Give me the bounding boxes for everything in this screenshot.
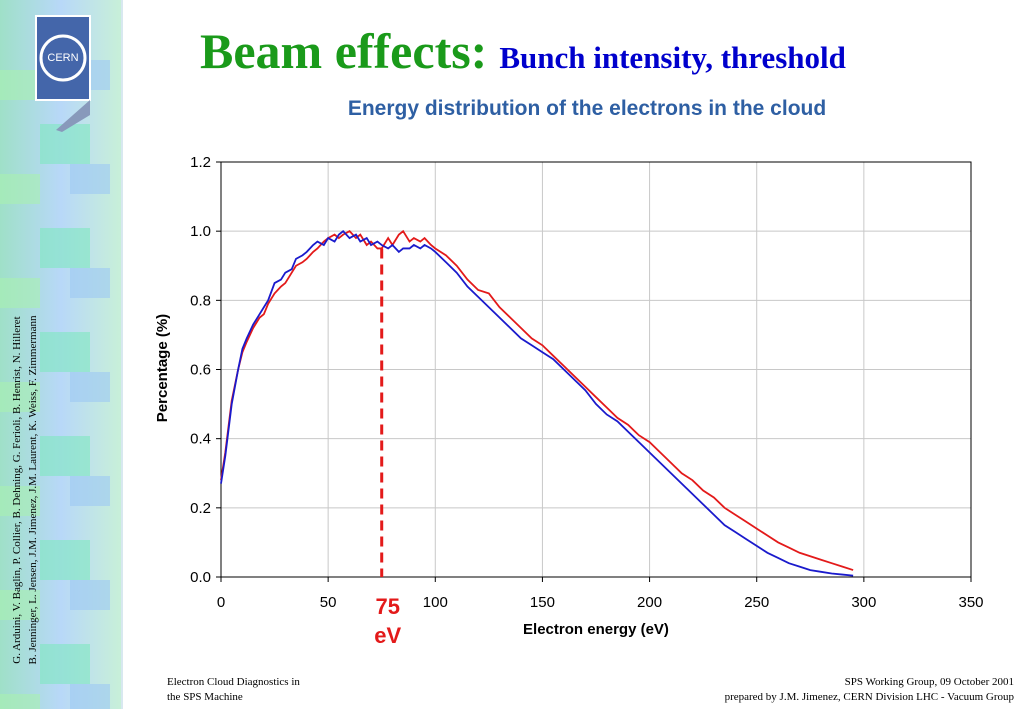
authors-line: B. Jenninger, L. Jensen, J.M. Jimenez, J… [27,315,39,664]
plot-frame [220,161,972,578]
y-tick-label: 0.8 [190,292,211,309]
x-tick-label: 350 [958,594,983,611]
chart-title: Energy distribution of the electrons in … [348,97,826,120]
footer-right: prepared by J.M. Jimenez, CERN Division … [725,691,1015,703]
x-tick-label: 50 [320,594,337,611]
y-tick-label: 0.2 [190,500,211,517]
x-tick-label: 100 [423,594,448,611]
x-tick-label: 300 [851,594,876,611]
footer-right: SPS Working Group, 09 October 2001 [845,676,1014,688]
title-main: Beam effects: [200,23,487,79]
x-axis-label: Electron energy (eV) [523,621,669,638]
footer-left: the SPS Machine [167,691,243,703]
logo-text: CERN [47,52,78,64]
y-tick-label: 0.0 [190,569,211,586]
x-tick-label: 150 [530,594,555,611]
y-tick-label: 0.4 [190,431,211,448]
footer-left: Electron Cloud Diagnostics in [167,676,300,688]
x-tick-label: 200 [637,594,662,611]
plot: 0 50 100 150 200 250 300 350 0.0 0.2 0.4 0.6 0.8 1.0 1… [190,154,983,648]
y-tick-label: 0.6 [190,362,211,379]
slide-title: Beam effects: Bunch intensity, threshold [200,23,846,79]
sidebar [0,0,122,709]
y-tick-label: 1.2 [190,154,211,171]
x-tick-label: 250 [744,594,769,611]
threshold-label: 75 [375,594,399,619]
authors-line: G. Arduini, V. Baglin, P. Collier, B. De… [11,316,23,663]
y-tick-label: 1.0 [190,223,211,240]
x-tick-label: 0 [217,594,225,611]
y-axis-label: Percentage (%) [154,314,171,422]
series-line [220,229,854,577]
threshold-label: eV [374,623,401,648]
logo: CERN [35,15,91,132]
series-line [220,229,854,571]
title-suffix: Bunch intensity, threshold [499,40,846,75]
